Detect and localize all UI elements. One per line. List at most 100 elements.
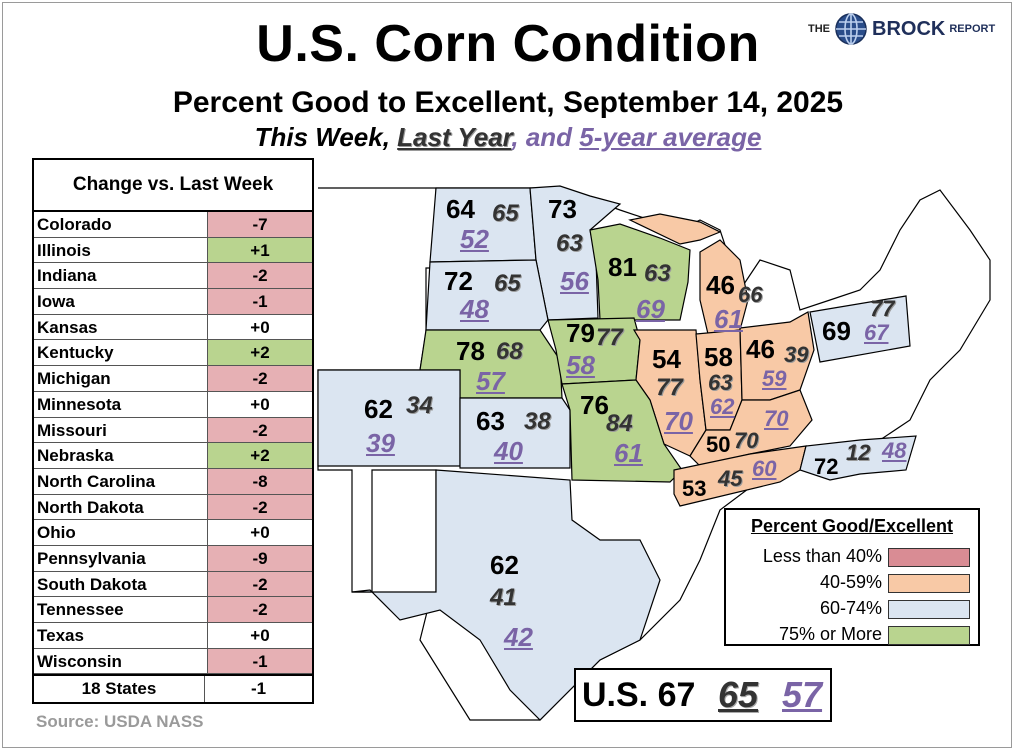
us-total-average: 57	[782, 674, 823, 715]
change-table-row: Kansas +0	[34, 314, 312, 341]
source-note: Source: USDA NASS	[36, 712, 204, 731]
oh-average: 59	[762, 366, 787, 391]
wi-average: 69	[636, 294, 665, 324]
row-change-value: +1	[208, 237, 312, 263]
row-change-value: -2	[208, 263, 312, 289]
row-change-value: -1	[208, 289, 312, 314]
legend-item-label: 75% or More	[778, 624, 882, 644]
us-total-last-year: 65	[718, 674, 759, 715]
in-average: 62	[710, 394, 735, 419]
mi-last-year: 66	[738, 282, 763, 307]
logo-the: THE	[808, 23, 830, 35]
row-state-name: Pennsylvania	[34, 545, 208, 571]
key-this-week: This Week,	[254, 122, 390, 152]
row-change-value: +0	[208, 391, 312, 417]
row-change-value: -2	[208, 571, 312, 597]
tx-average: 42	[504, 622, 533, 652]
change-table-row: Nebraska +2	[34, 443, 312, 469]
legend-swatch-75plus	[888, 626, 970, 645]
change-table-row: North Carolina -8	[34, 468, 312, 495]
change-table-total-row: 18 States -1	[34, 674, 312, 703]
row-change-value: -9	[208, 545, 312, 571]
pa-last-year: 77	[870, 296, 895, 321]
change-table-rows: Colorado -7 Illinois +1 Indiana -2 Iowa -1 Kansa…	[34, 212, 312, 675]
row-change-value: -2	[208, 494, 312, 520]
il-this-week: 54	[652, 344, 681, 374]
change-table-row: Indiana -2	[34, 263, 312, 290]
row-change-value: -1	[208, 648, 312, 674]
row-state-name: Nebraska	[34, 443, 208, 468]
wi-last-year: 63	[644, 260, 671, 287]
row-change-value: +2	[208, 340, 312, 366]
mo-last-year: 84	[606, 410, 633, 437]
mi-average: 61	[714, 304, 743, 334]
change-table-row: Iowa -1	[34, 289, 312, 315]
logo-brock: BROCK	[872, 17, 946, 40]
brock-report-logo: THE BROCK REPORT	[808, 12, 995, 46]
co-last-year: 34	[406, 392, 433, 419]
co-this-week: 62	[364, 394, 393, 424]
change-table-row: South Dakota -2	[34, 571, 312, 598]
change-table-row: Ohio +0	[34, 520, 312, 546]
row-state-name: Michigan	[34, 366, 208, 391]
nc-last-year: 12	[846, 440, 871, 465]
mn-average: 56	[560, 266, 589, 296]
row-change-value: +0	[208, 623, 312, 648]
change-table-row: Colorado -7	[34, 212, 312, 238]
pa-this-week: 69	[822, 316, 851, 346]
legend-item-label: 40-59%	[819, 572, 882, 592]
ky-average: 70	[764, 406, 789, 431]
mn-this-week: 73	[548, 194, 577, 224]
row-state-name: Texas	[34, 623, 208, 648]
ia-average: 58	[566, 350, 595, 380]
state-tn	[673, 445, 807, 507]
row-change-value: +0	[208, 314, 312, 340]
us-total-box: U.S. 67 65 57	[574, 668, 832, 722]
ky-this-week: 50	[706, 432, 731, 457]
change-table-row: Texas +0	[34, 623, 312, 649]
mo-average: 61	[614, 438, 643, 468]
row-state-name: Kentucky	[34, 340, 208, 366]
row-state-name: South Dakota	[34, 571, 208, 597]
tn-this-week: 53	[682, 476, 707, 501]
row-state-name: Indiana	[34, 263, 208, 289]
legend-swatch-40-59	[888, 574, 970, 593]
change-table-row: Minnesota +0	[34, 391, 312, 418]
ne-this-week: 78	[456, 336, 485, 366]
logo-report: REPORT	[949, 23, 996, 35]
legend-item-label: Less than 40%	[762, 546, 882, 566]
legend-item-label: 60-74%	[819, 598, 882, 618]
state-ks	[459, 397, 571, 469]
nd-this-week: 64	[446, 194, 475, 224]
ne-last-year: 68	[496, 338, 523, 365]
ne-average: 57	[476, 366, 505, 396]
state-pa	[809, 295, 911, 363]
il-average: 70	[664, 406, 693, 436]
mo-this-week: 76	[580, 390, 609, 420]
change-table-row: Pennsylvania -9	[34, 545, 312, 572]
series-key-line: This Week, Last Year, and 5-year average	[0, 122, 1016, 153]
legend-swatch-lt40	[888, 548, 970, 567]
in-last-year: 63	[708, 370, 733, 395]
key-and: , and	[511, 122, 580, 152]
ks-this-week: 63	[476, 406, 505, 436]
oh-last-year: 39	[784, 342, 809, 367]
row-state-name: Missouri	[34, 417, 208, 443]
oh-this-week: 46	[746, 334, 775, 364]
change-table-row: Tennessee -2	[34, 597, 312, 623]
key-last-year: Last Year	[397, 122, 512, 152]
row-state-name: Ohio	[34, 520, 208, 545]
row-state-name: North Carolina	[34, 468, 208, 494]
change-table-row: Illinois +1	[34, 237, 312, 264]
il-last-year: 77	[656, 374, 683, 401]
change-table: Change vs. Last Week Colorado -7 Illinois +…	[32, 158, 314, 705]
tx-this-week: 62	[490, 550, 519, 580]
row-change-value: -7	[208, 212, 312, 237]
ia-this-week: 79	[566, 318, 595, 348]
state-mi	[628, 213, 749, 335]
row-state-name: Colorado	[34, 212, 208, 237]
row-change-value: -2	[208, 597, 312, 622]
ky-last-year: 70	[734, 428, 759, 453]
row-state-name: Minnesota	[34, 391, 208, 417]
total-change: -1	[205, 676, 312, 703]
